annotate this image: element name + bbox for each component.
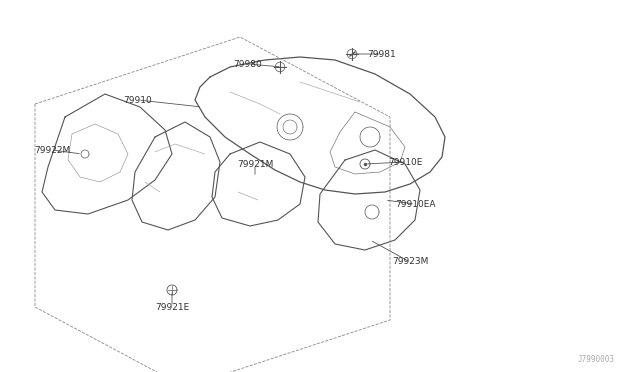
Text: 79980: 79980 bbox=[234, 60, 262, 68]
Text: 79910: 79910 bbox=[124, 96, 152, 105]
Text: 79981: 79981 bbox=[367, 49, 396, 58]
Text: 79922M: 79922M bbox=[34, 145, 70, 154]
Text: 79921E: 79921E bbox=[155, 302, 189, 311]
Text: 79921M: 79921M bbox=[237, 160, 273, 169]
Text: J7990003: J7990003 bbox=[578, 355, 615, 364]
Text: 79910E: 79910E bbox=[388, 157, 422, 167]
Text: 79923M: 79923M bbox=[392, 257, 428, 266]
Text: 79910EA: 79910EA bbox=[395, 199, 435, 208]
